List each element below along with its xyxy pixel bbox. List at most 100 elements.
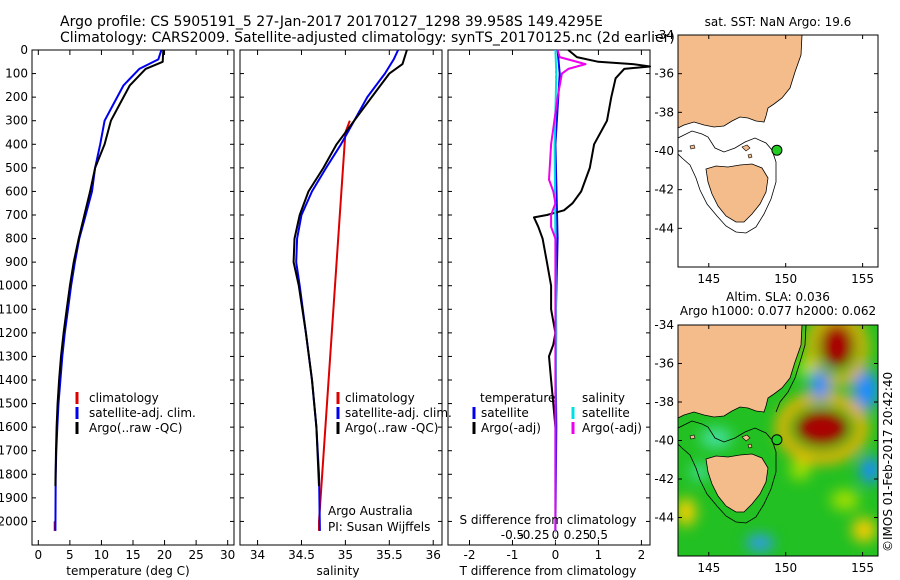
map-y-tick-label: -34 [654,28,674,42]
x-tick-label: -1 [506,548,518,562]
sla-anomaly-field [678,325,878,551]
salinity-legend: climatology satellite-adj. clim. Argo(..… [336,391,452,435]
sla-argo-position-marker [771,434,783,446]
sla-mid-anomaly [790,460,810,480]
x-tick-label: 30 [220,548,235,562]
depth-tick-label: 800 [5,232,28,246]
map-x-tick-label: 150 [774,272,797,286]
sla-mid-anomaly [831,490,859,510]
legend-label-climatology: climatology [345,391,415,405]
map-y-tick-label: -42 [654,472,674,486]
map-y-tick-label: -40 [654,434,674,448]
sla-low-anomaly [810,369,830,401]
map-x-tick-label: 145 [697,561,720,575]
depth-tick-label: 1100 [0,302,28,316]
legend-label-satellite: satellite-adj. clim. [89,406,196,420]
x-tick-label: 35 [338,548,353,562]
sla-map [678,325,878,556]
depth-tick-label: 100 [5,67,28,81]
depth-tick-label: 1600 [0,420,28,434]
depth-tick-label: 300 [5,114,28,128]
temperature-xlabel: temperature (deg C) [66,564,189,578]
depth-tick-label: 200 [5,90,28,104]
s-diff-tick-label: 0.25 [564,528,591,542]
sla-shelf-contour [678,420,777,524]
map-y-tick-label: -38 [654,395,674,409]
sst-islands [689,144,753,159]
s-diff-tick-label: 0 [552,528,560,542]
map-x-tick-label: 150 [774,561,797,575]
map-y-tick-label: -34 [654,318,674,332]
legend-header-temperature: temperature [480,391,555,405]
sla-mainland [678,325,803,419]
series-line-satellite-adj-clim [295,49,400,531]
difference-legend: temperature salinity satellite Argo(-adj… [472,391,642,435]
sla-high-anomaly [821,325,853,367]
legend-label-t-argo: Argo(-adj) [481,421,541,435]
sla-mid-anomaly [798,358,814,378]
map-y-tick-label: -36 [654,357,674,371]
x-tick-label: 34 [250,548,265,562]
x-tick-label: 0 [34,548,42,562]
depth-tick-label: 1800 [0,467,28,481]
legend-label-t-satellite: satellite [481,406,529,420]
map-y-tick-label: -36 [654,67,674,81]
sla-shelf-contour-east [775,325,807,413]
temperature-panel-frame [31,49,235,546]
x-tick-label: 5 [66,548,74,562]
salinity-xlabel: salinity [316,564,359,578]
map-y-tick-label: -40 [654,144,674,158]
legend-label-s-satellite: satellite [582,406,630,420]
x-tick-label: 20 [157,548,172,562]
legend-label-climatology: climatology [89,391,159,405]
pi-label: PI: Susan Wijffels [328,520,430,534]
sla-mid-anomaly [852,518,876,542]
t-difference-x-axis: -2 -1 0 1 2 [464,50,646,562]
series-line-satellite-adj-clim [54,49,163,531]
differences-panel-frame [447,49,651,546]
figure-title-line1: Argo profile: CS 5905191_5 27-Jan-2017 2… [60,14,603,30]
sst-tasmania [705,163,769,223]
map-y-tick-label: -38 [654,105,674,119]
map-y-tick-label: -44 [654,221,674,235]
sla-cool-anomaly [690,464,710,480]
series-line-temperature-argo-adj [533,49,651,428]
sst-argo-position-marker [771,144,783,156]
depth-tick-label: 1000 [0,279,28,293]
sla-map-title-line1: Altim. SLA: 0.036 [726,290,830,304]
depth-tick-label: 700 [5,208,28,222]
x-tick-label: 36 [426,548,441,562]
x-tick-label: 10 [94,548,109,562]
salinity-x-axis: 34 34.5 35 35.5 36 [250,50,441,562]
map-x-tick-label: 155 [851,272,874,286]
depth-tick-label: 1900 [0,491,28,505]
x-tick-label: -2 [464,548,476,562]
sst-map-axes: 145 150 155 -34 -36 -38 -40 -42 -44 [654,28,878,286]
x-tick-label: 35.5 [376,548,403,562]
sst-map [678,35,878,267]
series-line-argo-raw-qc [292,49,408,487]
sla-islands [689,434,753,449]
salinity-series [292,49,408,531]
sst-shelf-contour [678,130,777,234]
sla-map-title-line2: Argo h1000: 0.077 h2000: 0.062 [680,304,876,318]
depth-tick-label: 0 [20,43,28,57]
x-tick-label: 2 [638,548,646,562]
temperature-x-axis: 0 5 10 15 20 25 30 [34,50,235,562]
depth-tick-label: 500 [5,161,28,175]
x-tick-label: 25 [188,548,203,562]
depth-tick-label: 900 [5,255,28,269]
s-difference-xlabel: S difference from climatology [460,513,637,527]
map-y-tick-label: -42 [654,183,674,197]
depth-tick-label: 1200 [0,326,28,340]
difference-series [533,49,651,531]
s-diff-tick-label: -0.25 [518,528,549,542]
legend-label-s-argo: Argo(-adj) [582,421,642,435]
imos-credit: ©IMOS 01-Feb-2017 20:42:40 [881,372,895,552]
x-tick-label: 1 [595,548,603,562]
temperature-series [53,49,165,531]
sla-low-anomaly [860,456,878,484]
map-x-tick-label: 145 [697,272,720,286]
salinity-panel-frame [239,49,443,546]
